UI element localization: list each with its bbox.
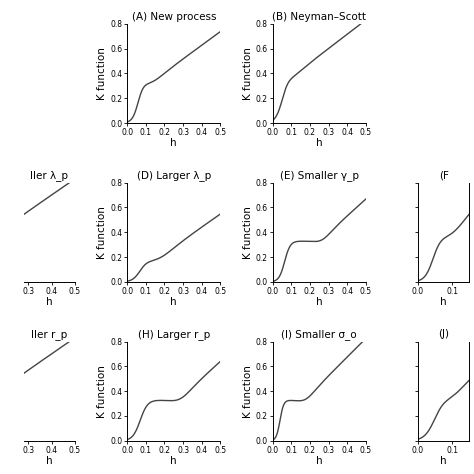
Title: (D) Larger λ_p: (D) Larger λ_p (137, 171, 211, 182)
Y-axis label: K function: K function (97, 47, 107, 100)
Y-axis label: K function: K function (0, 473, 1, 474)
X-axis label: h: h (440, 297, 447, 307)
X-axis label: h: h (171, 456, 177, 466)
X-axis label: h: h (46, 297, 53, 307)
Title: (A) New process: (A) New process (131, 11, 216, 21)
X-axis label: h: h (316, 297, 322, 307)
Title: (E) Smaller γ_p: (E) Smaller γ_p (280, 171, 359, 182)
Title: (I) Smaller σ_o: (I) Smaller σ_o (282, 329, 357, 340)
Y-axis label: K function: K function (0, 473, 1, 474)
Title: ller r_p: ller r_p (31, 329, 67, 340)
Y-axis label: K function: K function (97, 365, 107, 418)
X-axis label: h: h (316, 138, 322, 148)
Y-axis label: K function: K function (243, 206, 253, 259)
Title: (H) Larger r_p: (H) Larger r_p (137, 329, 210, 340)
X-axis label: h: h (316, 456, 322, 466)
Title: (J): (J) (438, 329, 449, 339)
Title: (B) Neyman–Scott: (B) Neyman–Scott (272, 11, 366, 21)
X-axis label: h: h (171, 297, 177, 307)
Y-axis label: K function: K function (243, 365, 253, 418)
X-axis label: h: h (440, 456, 447, 466)
X-axis label: h: h (171, 138, 177, 148)
X-axis label: h: h (46, 456, 53, 466)
Y-axis label: K function: K function (97, 206, 107, 259)
Title: (F: (F (438, 171, 448, 181)
Y-axis label: K function: K function (243, 47, 253, 100)
Title: ller λ_p: ller λ_p (30, 171, 68, 182)
